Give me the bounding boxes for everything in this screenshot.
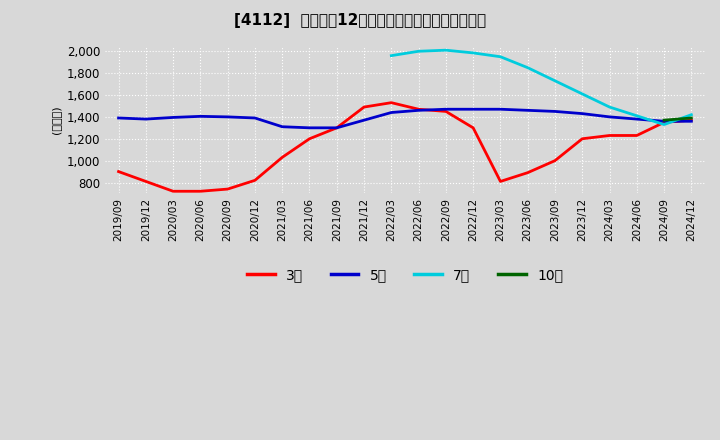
5年 xyxy=(496,106,505,112)
Line: 7年: 7年 xyxy=(392,50,691,125)
5年 xyxy=(441,106,450,112)
7年 xyxy=(551,78,559,84)
5年 xyxy=(142,117,150,122)
3年 xyxy=(523,170,532,175)
3年 xyxy=(360,104,369,110)
3年 xyxy=(578,136,587,141)
5年 xyxy=(606,114,614,120)
3年 xyxy=(114,169,123,174)
7年 xyxy=(523,65,532,70)
3年 xyxy=(414,106,423,112)
3年 xyxy=(251,178,259,183)
7年 xyxy=(606,104,614,110)
3年 xyxy=(441,109,450,114)
7年 xyxy=(469,50,477,55)
Line: 3年: 3年 xyxy=(119,103,691,191)
5年 xyxy=(687,119,696,124)
5年 xyxy=(578,111,587,116)
7年 xyxy=(387,53,396,58)
7年 xyxy=(414,49,423,54)
3年 xyxy=(333,125,341,131)
3年 xyxy=(223,187,232,192)
5年 xyxy=(387,110,396,115)
5年 xyxy=(196,114,204,119)
3年 xyxy=(142,179,150,184)
5年 xyxy=(660,119,668,124)
5年 xyxy=(305,125,314,131)
5年 xyxy=(551,109,559,114)
5年 xyxy=(414,108,423,113)
3年 xyxy=(687,117,696,123)
3年 xyxy=(660,120,668,125)
5年 xyxy=(168,115,177,120)
5年 xyxy=(114,115,123,121)
Legend: 3年, 5年, 7年, 10年: 3年, 5年, 7年, 10年 xyxy=(241,262,569,287)
5年 xyxy=(632,117,641,122)
Line: 10年: 10年 xyxy=(664,118,691,120)
3年 xyxy=(469,125,477,131)
3年 xyxy=(632,133,641,138)
7年 xyxy=(441,48,450,53)
3年 xyxy=(387,100,396,105)
7年 xyxy=(578,91,587,96)
7年 xyxy=(660,122,668,127)
5年 xyxy=(523,108,532,113)
Line: 5年: 5年 xyxy=(119,109,691,128)
5年 xyxy=(223,114,232,120)
7年 xyxy=(632,113,641,118)
7年 xyxy=(687,112,696,117)
Text: [4112]  経常利益12か月移動合計の標準偏差の推移: [4112] 経常利益12か月移動合計の標準偏差の推移 xyxy=(234,13,486,28)
3年 xyxy=(606,133,614,138)
5年 xyxy=(469,106,477,112)
5年 xyxy=(278,124,287,129)
5年 xyxy=(251,115,259,121)
7年 xyxy=(496,54,505,59)
5年 xyxy=(333,125,341,131)
3年 xyxy=(168,189,177,194)
3年 xyxy=(496,179,505,184)
10年 xyxy=(687,115,696,121)
3年 xyxy=(196,189,204,194)
3年 xyxy=(305,136,314,141)
Y-axis label: (百万円): (百万円) xyxy=(51,105,61,134)
3年 xyxy=(551,158,559,163)
10年 xyxy=(660,117,668,123)
5年 xyxy=(360,117,369,123)
3年 xyxy=(278,155,287,160)
